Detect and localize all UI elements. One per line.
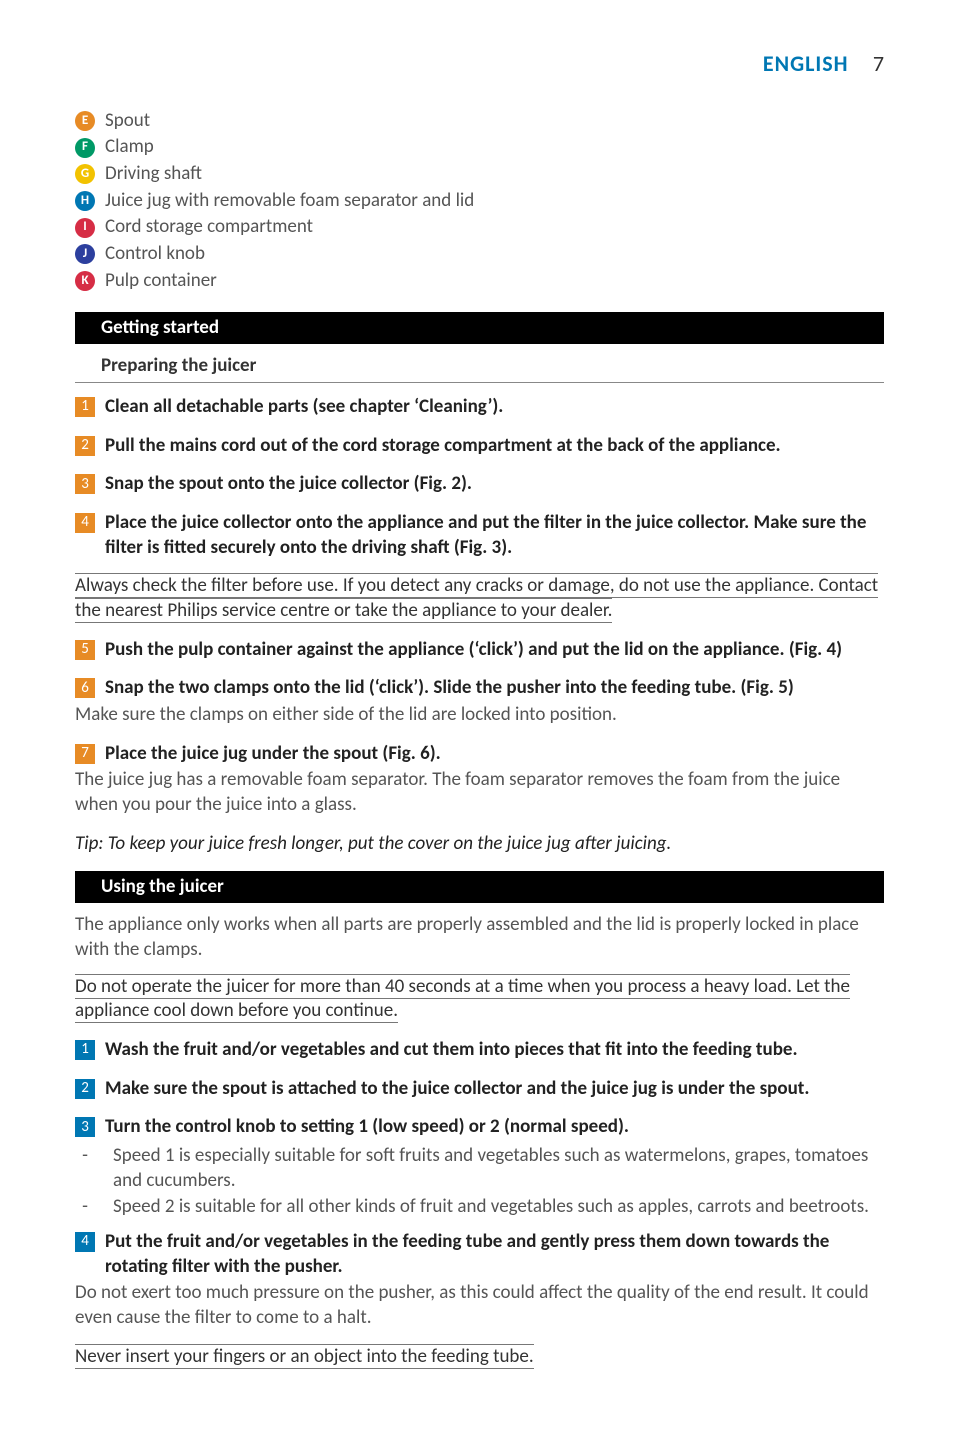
using-step-1: 1 Wash the fruit and/or vegetables and cu… [75, 1038, 884, 1063]
step-number-icon: 5 [75, 640, 95, 660]
part-row: E Spout [75, 109, 884, 134]
parts-list: E Spout F Clamp G Driving shaft H Juice jug … [75, 109, 884, 294]
warning-filter-check: Always check the filter before use. If y… [75, 574, 884, 623]
page-header: ENGLISH 7 [75, 50, 884, 79]
speed-bullet-1: -Speed 1 is especially suitable for soft… [75, 1144, 884, 1193]
bullet-text: Speed 1 is especially suitable for soft … [109, 1144, 884, 1193]
tip-keep-fresh: Tip: To keep your juice fresh longer, pu… [75, 832, 884, 857]
step-number-icon: 1 [75, 397, 95, 417]
step-4-note: Do not exert too much pressure on the pu… [75, 1281, 884, 1330]
step-number-icon: 4 [75, 1232, 95, 1252]
part-label: Clamp [105, 135, 154, 160]
warning-fingers: Never insert your fingers or an object i… [75, 1345, 884, 1370]
step-text: Pull the mains cord out of the cord stor… [105, 434, 884, 459]
dash-icon: - [75, 1195, 95, 1220]
step-7-note: The juice jug has a removable foam separ… [75, 768, 884, 817]
part-row: J Control knob [75, 242, 884, 267]
step-3: 3 Snap the spout onto the juice collector… [75, 472, 884, 497]
warning-40-seconds: Do not operate the juicer for more than … [75, 975, 884, 1024]
step-number-icon: 4 [75, 513, 95, 533]
section-getting-started: Getting started [75, 312, 884, 345]
part-letter-icon: F [75, 138, 95, 158]
part-letter-icon: H [75, 191, 95, 211]
step-text: Place the juice collector onto the appli… [105, 511, 884, 560]
step-number-icon: 1 [75, 1040, 95, 1060]
step-7: 7 Place the juice jug under the spout (Fi… [75, 742, 884, 767]
step-text: Snap the spout onto the juice collector … [105, 472, 884, 497]
part-row: F Clamp [75, 135, 884, 160]
speed-bullet-2: - Speed 2 is suitable for all other kind… [75, 1195, 884, 1220]
step-text: Clean all detachable parts (see chapter … [105, 395, 884, 420]
part-label: Driving shaft [105, 162, 202, 187]
part-label: Spout [105, 109, 150, 134]
step-number-icon: 3 [75, 1117, 95, 1137]
step-number-icon: 6 [75, 678, 95, 698]
part-row: K Pulp container [75, 269, 884, 294]
step-text: Snap the two clamps onto the lid (‘click… [105, 676, 884, 701]
step-text: Push the pulp container against the appl… [105, 638, 884, 663]
using-step-2: 2 Make sure the spout is attached to the … [75, 1077, 884, 1102]
step-5: 5 Push the pulp container against the app… [75, 638, 884, 663]
step-text: Turn the control knob to setting 1 (low … [105, 1115, 884, 1140]
part-row: I Cord storage compartment [75, 215, 884, 240]
part-letter-icon: G [75, 164, 95, 184]
step-4: 4 Place the juice collector onto the appl… [75, 511, 884, 560]
part-letter-icon: K [75, 271, 95, 291]
step-1: 1 Clean all detachable parts (see chapter… [75, 395, 884, 420]
step-text: Make sure the spout is attached to the j… [105, 1077, 884, 1102]
part-label: Cord storage compartment [105, 215, 313, 240]
using-intro: The appliance only works when all parts … [75, 913, 884, 962]
step-2: 2 Pull the mains cord out of the cord sto… [75, 434, 884, 459]
step-number-icon: 2 [75, 436, 95, 456]
warning-text: Never insert your fingers or an object i… [75, 1344, 534, 1369]
part-label: Control knob [105, 242, 205, 267]
warning-text: Always check the filter before use. If y… [75, 573, 878, 623]
step-text: Put the fruit and/or vegetables in the f… [105, 1230, 884, 1279]
section-using-juicer: Using the juicer [75, 871, 884, 904]
part-letter-icon: J [75, 244, 95, 264]
subsection-preparing: Preparing the juicer [75, 354, 884, 383]
header-page-number: 7 [873, 50, 884, 77]
part-row: H Juice jug with removable foam separator… [75, 189, 884, 214]
manual-page: ENGLISH 7 E Spout F Clamp G Driving shaft H… [0, 0, 954, 1434]
part-row: G Driving shaft [75, 162, 884, 187]
step-number-icon: 7 [75, 744, 95, 764]
using-step-3: 3 Turn the control knob to setting 1 (low… [75, 1115, 884, 1140]
header-language: ENGLISH [763, 50, 849, 77]
step-6: 6 Snap the two clamps onto the lid (‘clic… [75, 676, 884, 701]
step-number-icon: 2 [75, 1079, 95, 1099]
step-text: Place the juice jug under the spout (Fig… [105, 742, 884, 767]
part-label: Juice jug with removable foam separator … [105, 189, 474, 214]
warning-text: Do not operate the juicer for more than … [75, 974, 850, 1024]
part-label: Pulp container [105, 269, 217, 294]
dash-icon: - [75, 1144, 95, 1193]
bullet-text: Speed 2 is suitable for all other kinds … [109, 1195, 884, 1220]
step-number-icon: 3 [75, 474, 95, 494]
part-letter-icon: I [75, 218, 95, 238]
part-letter-icon: E [75, 111, 95, 131]
step-text: Wash the fruit and/or vegetables and cut… [105, 1038, 884, 1063]
using-step-4: 4 Put the fruit and/or vegetables in the … [75, 1230, 884, 1279]
step-6-note: Make sure the clamps on either side of t… [75, 703, 884, 728]
